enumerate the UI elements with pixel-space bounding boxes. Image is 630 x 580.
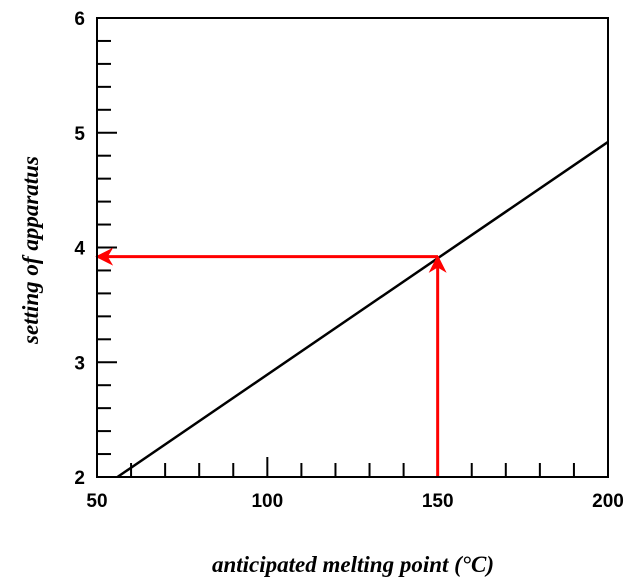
y-tick-label: 5 [74, 124, 85, 145]
y-tick-label: 2 [74, 468, 85, 489]
x-tick-label: 50 [86, 491, 107, 512]
y-axis-title: setting of apparatus [18, 156, 43, 345]
x-axis-title: anticipated melting point (°C) [212, 552, 494, 577]
annotation-layer [95, 247, 447, 477]
data-layer [116, 140, 609, 479]
labels-layer: 50 100 150 200 2 3 4 5 6 [74, 9, 623, 512]
ticks-layer [96, 17, 609, 478]
series-line [116, 140, 609, 479]
y-tick-label: 3 [74, 353, 85, 374]
y-tick-label: 6 [74, 9, 85, 30]
x-tick-label: 200 [592, 491, 624, 512]
plot-frame [96, 17, 609, 478]
x-tick-label: 150 [422, 491, 454, 512]
y-tick-label: 4 [74, 239, 85, 260]
x-tick-label: 100 [251, 491, 283, 512]
